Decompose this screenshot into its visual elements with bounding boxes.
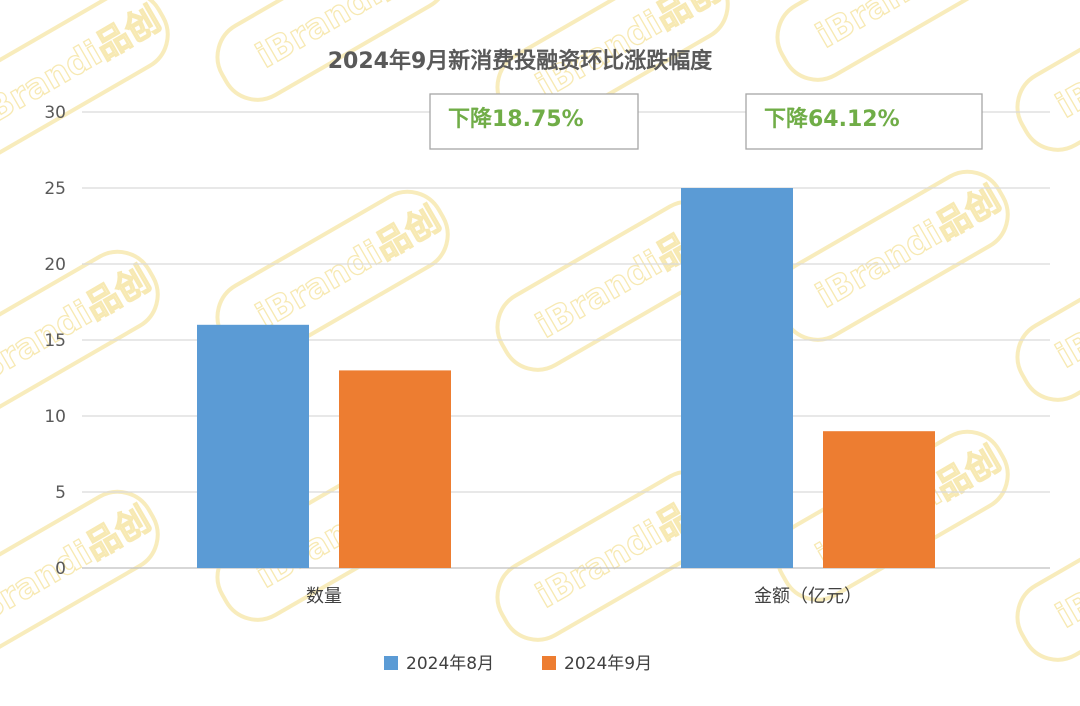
annotation-box: 下降18.75% (429, 93, 639, 150)
y-tick-label: 10 (44, 407, 66, 427)
y-tick-label: 15 (44, 331, 66, 351)
x-category-label: 数量 (306, 586, 342, 607)
annotation-text: 下降64.12% (764, 107, 900, 132)
bar-aug-0 (197, 324, 309, 568)
annotation-text: 下降18.75% (448, 107, 584, 132)
chart-title: 2024年9月新消费投融资环比涨跌幅度 (328, 48, 714, 74)
bar-sep-1 (823, 431, 935, 568)
legend-label: 2024年8月 (406, 654, 494, 674)
bars (197, 188, 935, 568)
annotation-box: 下降64.12% (745, 93, 983, 150)
annotations: 下降18.75% 下降64.12% (429, 93, 983, 150)
legend-swatch (542, 656, 556, 670)
x-axis-categories: 数量 金额（亿元） (306, 586, 862, 607)
y-tick-label: 5 (55, 483, 66, 503)
y-tick-label: 25 (44, 179, 66, 199)
bar-sep-0 (339, 370, 451, 568)
y-tick-label: 0 (55, 559, 66, 579)
legend-label: 2024年9月 (564, 654, 652, 674)
legend: 2024年8月 2024年9月 (384, 654, 652, 674)
legend-item: 2024年9月 (542, 654, 652, 674)
x-category-label: 金额（亿元） (754, 586, 862, 607)
y-axis-ticks: 0 5 10 15 20 25 30 (44, 103, 66, 579)
y-tick-label: 20 (44, 255, 66, 275)
y-tick-label: 30 (44, 103, 66, 123)
legend-swatch (384, 656, 398, 670)
bar-aug-1 (681, 188, 793, 568)
legend-item: 2024年8月 (384, 654, 494, 674)
